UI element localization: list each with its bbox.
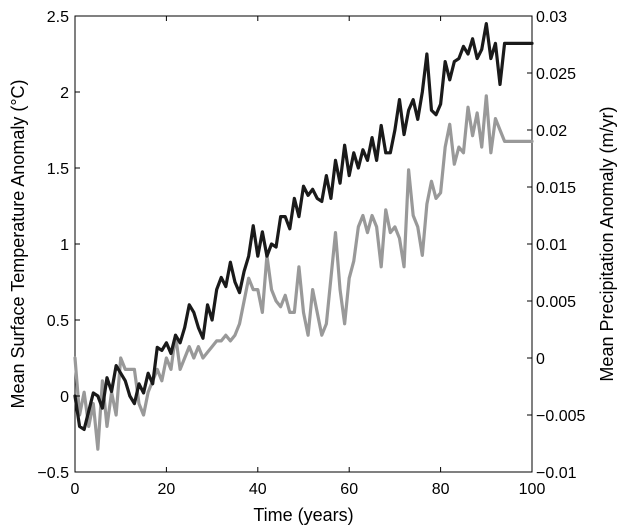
x-tick-label: 20 [158, 481, 176, 498]
x-tick-label: 60 [340, 481, 358, 498]
y2-tick-label: −0.005 [536, 408, 585, 425]
x-tick-label: 100 [519, 481, 546, 498]
y-axis-right-label: Mean Precipitation Anomaly (m/yr) [597, 106, 617, 381]
y-tick-label: 1 [60, 237, 69, 254]
x-axis-label: Time (years) [253, 505, 353, 525]
y-tick-label: 0 [60, 389, 69, 406]
y2-tick-label: 0.02 [536, 123, 567, 140]
y-tick-label: 0.5 [47, 313, 69, 330]
y2-tick-label: −0.01 [536, 465, 577, 482]
y-axis-left-ticks: −0.5 0 0.5 1 1.5 2 2.5 [37, 9, 80, 482]
temperature-series-line [73, 22, 534, 432]
x-tick-label: 80 [432, 481, 450, 498]
y-tick-label: −0.5 [37, 465, 69, 482]
x-axis-ticks: 0 20 40 60 80 100 [71, 16, 546, 498]
x-tick-label: 40 [249, 481, 267, 498]
y2-tick-label: 0.015 [536, 180, 576, 197]
series-layer [73, 22, 534, 451]
y-axis-left-label: Mean Surface Temperature Anomaly (°C) [8, 79, 28, 408]
y2-tick-label: 0.01 [536, 237, 567, 254]
y-tick-label: 1.5 [47, 161, 69, 178]
y-axis-right-ticks: −0.01 −0.005 0 0.005 0.01 0.015 0.02 0.025 0.03 [527, 9, 585, 482]
x-tick-label: 0 [71, 481, 80, 498]
y-tick-label: 2.5 [47, 9, 69, 26]
y-tick-label: 2 [60, 85, 69, 102]
y2-tick-label: 0 [536, 351, 545, 368]
precipitation-series-line [73, 94, 534, 451]
y2-tick-label: 0.005 [536, 294, 576, 311]
y2-tick-label: 0.03 [536, 9, 567, 26]
y2-tick-label: 0.025 [536, 66, 576, 83]
